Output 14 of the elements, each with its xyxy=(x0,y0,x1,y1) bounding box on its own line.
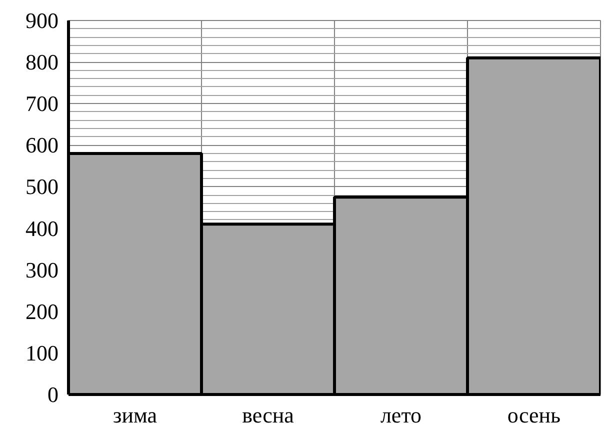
y-tick-label: 100 xyxy=(26,340,58,366)
x-tick-label: лето xyxy=(380,402,422,428)
y-tick-label: 400 xyxy=(26,216,58,241)
y-tick-label: 800 xyxy=(26,50,58,75)
y-tick-label: 600 xyxy=(26,132,58,158)
y-tick-label: 0 xyxy=(48,382,58,407)
y-tick-label: 700 xyxy=(26,91,58,116)
y-tick-label: 200 xyxy=(26,298,58,324)
y-tick-label: 900 xyxy=(26,8,58,33)
y-tick-label: 300 xyxy=(26,257,58,282)
x-tick-label: зима xyxy=(113,402,158,428)
x-tick-label: осень xyxy=(507,402,561,428)
x-tick-label: весна xyxy=(242,402,294,428)
y-tick-label: 500 xyxy=(26,174,58,200)
